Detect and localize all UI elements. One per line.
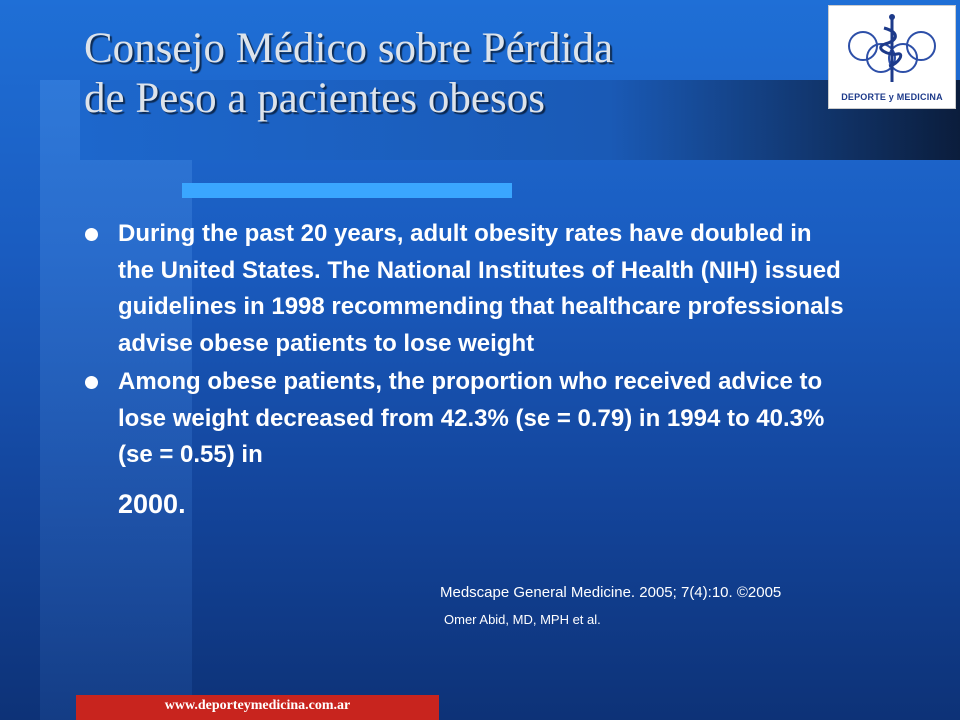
title-line-2: de Peso a pacientes obesos <box>84 75 545 122</box>
bullet-text: Among obese patients, the proportion who… <box>118 368 825 468</box>
bullet-list: During the past 20 years, adult obesity … <box>84 216 844 519</box>
citation-source: Medscape General Medicine. 2005; 7(4):10… <box>440 584 782 601</box>
citation-authors: Omer Abid, MD, MPH et al. <box>444 612 601 627</box>
slide-title: Consejo Médico sobre Pérdida de Peso a p… <box>84 24 613 124</box>
deporte-medicina-logo: DEPORTE y MEDICINA <box>828 5 956 109</box>
bullet-icon <box>85 376 98 389</box>
bullet-item: During the past 20 years, adult obesity … <box>84 216 844 362</box>
footer-bar: www.deporteymedicina.com.ar <box>76 695 439 720</box>
title-bar <box>80 80 960 160</box>
logo-text: DEPORTE y MEDICINA <box>841 92 943 102</box>
accent-bar <box>182 183 512 198</box>
background-band <box>40 80 192 720</box>
bullet-icon <box>85 228 98 241</box>
bullet-text-end: 2000. <box>118 488 186 519</box>
title-line-1: Consejo Médico sobre Pérdida <box>84 25 614 72</box>
footer-url-link[interactable]: www.deporteymedicina.com.ar <box>164 698 351 713</box>
caduceus-rings-logo-icon <box>848 14 936 82</box>
bullet-item: Among obese patients, the proportion who… <box>84 364 844 519</box>
bullet-text: During the past 20 years, adult obesity … <box>118 220 844 357</box>
